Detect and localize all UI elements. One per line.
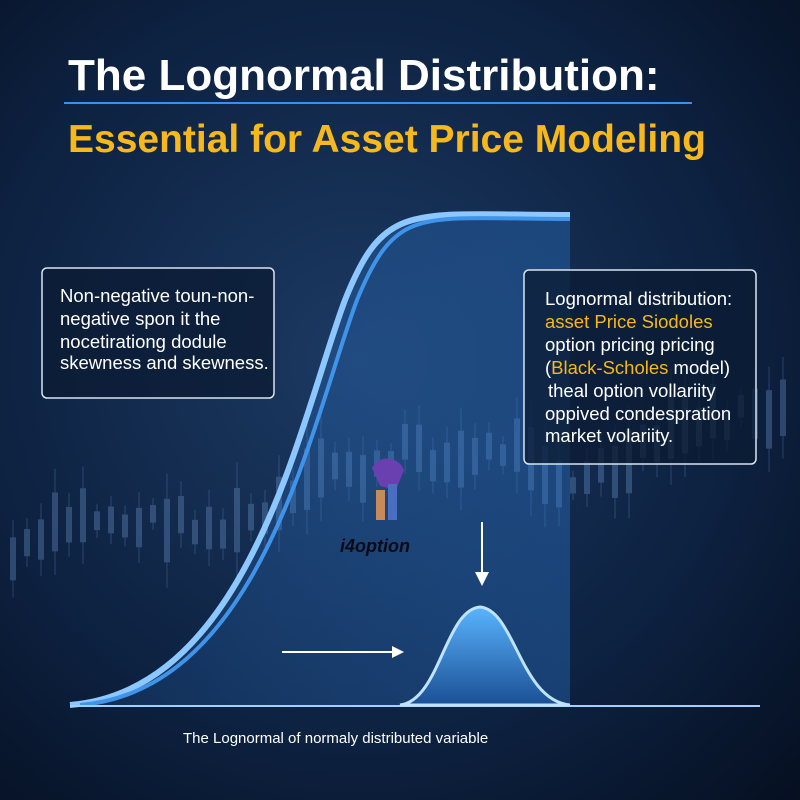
candle-body xyxy=(164,498,170,563)
right-box-line: oppived condespration xyxy=(545,403,731,424)
arrow-head xyxy=(475,572,489,586)
candle-body xyxy=(262,502,268,534)
candle-body xyxy=(780,379,786,437)
right-box-line: market volariity. xyxy=(545,425,673,446)
left-box-line: Non-negative toun-non- xyxy=(60,285,254,306)
candle-body xyxy=(248,503,254,531)
candle-body xyxy=(80,488,86,543)
logo: i4option xyxy=(340,458,410,556)
candle-body xyxy=(220,519,226,549)
candle-body xyxy=(52,492,58,552)
right-box-line: Lognormal distribution: xyxy=(545,288,732,309)
candle-body xyxy=(570,477,576,494)
text-segment: ( xyxy=(545,357,552,378)
subtitle: Essential for Asset Price Modeling xyxy=(68,118,706,161)
highlight-segment: Black-Scholes xyxy=(551,357,668,378)
candle-body xyxy=(178,496,184,534)
right-box xyxy=(523,269,757,465)
left-box-line: negative spon it the xyxy=(60,308,220,329)
candle-body xyxy=(10,537,16,581)
candle-body xyxy=(766,390,772,449)
logo-mark xyxy=(388,484,397,520)
right-box-line: (Black-Scholes model) xyxy=(545,357,730,378)
candle-body xyxy=(192,519,198,545)
candle-body xyxy=(584,461,590,494)
candle-body xyxy=(598,447,604,483)
text-segment: model) xyxy=(668,357,730,378)
candle-body xyxy=(136,507,142,548)
cdf-curve xyxy=(69,211,571,708)
candle-body xyxy=(206,506,212,550)
right-box-line: asset Price Siodoles xyxy=(545,311,713,332)
title: The Lognormal Distribution: xyxy=(68,51,660,100)
left-box-line: skewness and skewness. xyxy=(60,352,269,373)
candle-body xyxy=(150,505,156,523)
right-box-line: theal option vollariity xyxy=(548,380,716,401)
candle-body xyxy=(38,519,44,560)
candle-body xyxy=(612,446,618,498)
caption: The Lognormal of normaly distributed var… xyxy=(183,730,488,747)
logo-text: i4option xyxy=(340,536,410,556)
left-box-line: nocetirationg dodule xyxy=(60,331,227,352)
cdf-curve-inner xyxy=(79,216,571,707)
candle-body xyxy=(234,487,240,553)
pdf-bell xyxy=(399,605,571,707)
candle-body xyxy=(122,514,128,538)
candle-body xyxy=(24,529,30,557)
arrow-head xyxy=(392,646,404,658)
right-box-line: option pricing pricing xyxy=(545,334,715,355)
candle-body xyxy=(108,506,114,534)
candle-body xyxy=(94,511,100,531)
candle-body xyxy=(66,506,72,543)
curve-area xyxy=(70,214,570,706)
logo-mark xyxy=(376,490,385,520)
logo-mark xyxy=(372,458,404,490)
left-box xyxy=(41,267,275,399)
